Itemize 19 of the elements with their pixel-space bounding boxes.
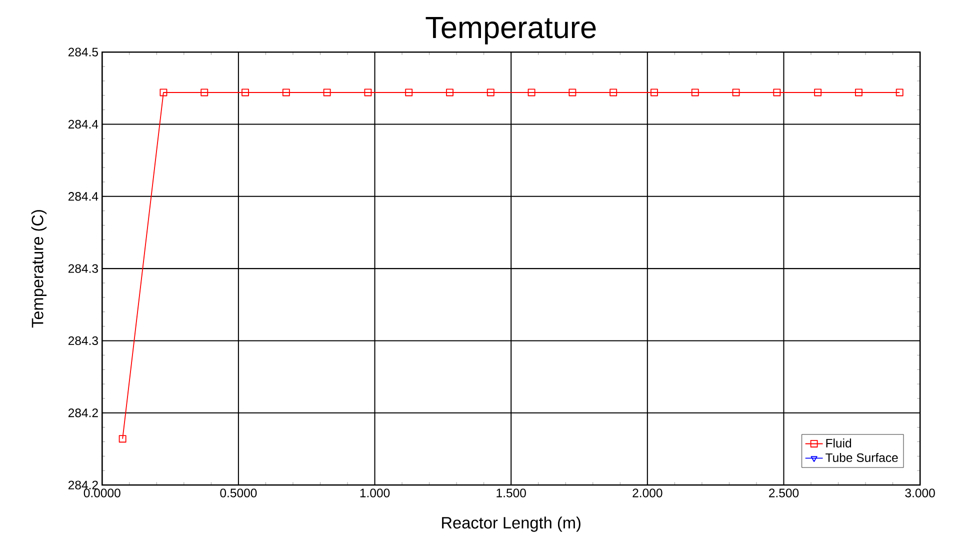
legend-label: Fluid	[826, 438, 852, 448]
legend-label: Tube Surface	[826, 453, 898, 462]
x-tick-label: 2.000	[632, 488, 662, 498]
x-tick-label: 3.000	[905, 488, 935, 498]
y-tick-label: 284.4	[68, 120, 98, 129]
chart-title: Temperature	[426, 17, 596, 45]
x-tick-label: 2.500	[769, 488, 799, 498]
y-axis-title: Temperature (C)	[31, 210, 47, 328]
y-tick-label: 284.2	[68, 408, 98, 418]
y-tick-label: 284.4	[68, 192, 98, 201]
y-tick-label: 284.3	[68, 264, 98, 274]
x-axis-title: Reactor Length (m)	[442, 516, 580, 532]
y-tick-label: 284.3	[68, 336, 98, 346]
x-tick-label: 1.000	[360, 488, 390, 498]
x-tick-label: 0.0000	[84, 488, 120, 498]
x-tick-label: 1.500	[496, 488, 526, 498]
x-tick-label: 0.5000	[220, 488, 257, 498]
y-tick-label: 284.5	[68, 48, 98, 57]
y-tick-label: 284.2	[68, 480, 98, 490]
